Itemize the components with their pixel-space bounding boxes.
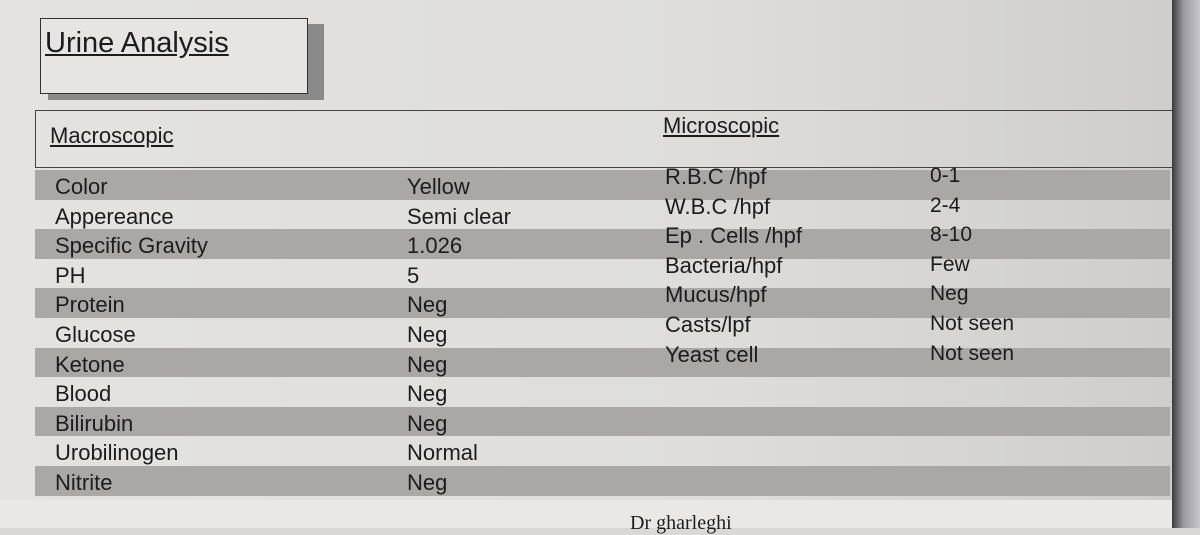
table-row: Specific Gravity 1.026 Ep . Cells /hpf 8-10 <box>35 223 1170 259</box>
micro-label: Casts/lpf <box>665 311 751 337</box>
macro-label: Glucose <box>55 321 136 347</box>
table-row: Nitrite Neg <box>35 465 1170 496</box>
macro-value: Neg <box>407 410 448 436</box>
macro-label: Bilirubin <box>55 410 134 436</box>
macro-value: Neg <box>407 292 448 318</box>
micro-label: R.B.C /hpf <box>665 164 767 189</box>
microscopic-heading: Microscopic <box>663 113 780 138</box>
macroscopic-heading: Macroscopic <box>50 123 174 148</box>
micro-label: Mucus/hpf <box>665 282 767 308</box>
macro-label: Appereance <box>55 203 174 229</box>
macro-label: Color <box>55 174 108 199</box>
section-header: Macroscopic Microscopic <box>35 110 1172 168</box>
macro-value: Neg <box>407 321 448 347</box>
macro-label: Specific Gravity <box>55 233 208 259</box>
macro-label: Nitrite <box>55 469 113 495</box>
macro-label: PH <box>55 262 86 288</box>
micro-value: 8-10 <box>930 223 973 247</box>
micro-value: Neg <box>930 282 969 306</box>
footer <box>0 500 1172 528</box>
micro-label: Yeast cell <box>665 341 759 367</box>
macro-label: Blood <box>55 381 112 407</box>
table-row: Urobilinogen Normal <box>35 436 1170 466</box>
report-title: Urine Analysis <box>45 27 229 59</box>
macro-label: Protein <box>55 292 125 318</box>
micro-value: 2-4 <box>930 193 961 217</box>
table-row: Protein Neg Mucus/hpf Neg <box>35 282 1170 318</box>
table-row: Appereance Semi clear W.B.C /hpf 2-4 <box>35 194 1170 230</box>
macro-value: Neg <box>407 351 448 377</box>
macro-label: Urobilinogen <box>55 440 179 466</box>
micro-label: W.B.C /hpf <box>665 193 771 219</box>
micro-value: Not seen <box>930 341 1015 365</box>
micro-value: 0-1 <box>930 164 961 187</box>
micro-label: Ep . Cells /hpf <box>665 223 802 249</box>
macro-value: Semi clear <box>407 203 511 229</box>
title-box: Urine Analysis <box>40 18 308 94</box>
table-row: PH 5 Bacteria/hpf Few <box>35 253 1170 289</box>
macro-value: 1.026 <box>407 233 463 259</box>
micro-label: Bacteria/hpf <box>665 252 783 278</box>
table-row: Glucose Neg Casts/lpf Not seen <box>35 312 1170 348</box>
macro-label: Ketone <box>55 351 125 377</box>
macro-value: Neg <box>407 469 448 495</box>
signature: Dr gharleghi <box>630 512 732 534</box>
table-row: Bilirubin Neg <box>35 406 1170 437</box>
micro-value: Not seen <box>930 311 1015 335</box>
table-row: Blood Neg <box>35 377 1170 407</box>
table-row: Ketone Neg Yeast cell Not seen <box>35 342 1170 378</box>
results-table: Color Yellow R.B.C /hpf 0-1 Appereance Semi c… <box>35 164 1170 496</box>
macro-value: 5 <box>407 262 420 288</box>
micro-value: Few <box>930 252 970 276</box>
table-row: Color Yellow R.B.C /hpf 0-1 <box>35 164 1170 200</box>
page-edge <box>1172 0 1200 528</box>
macro-value: Yellow <box>407 174 470 199</box>
macro-value: Neg <box>407 381 448 407</box>
macro-value: Normal <box>407 440 478 466</box>
